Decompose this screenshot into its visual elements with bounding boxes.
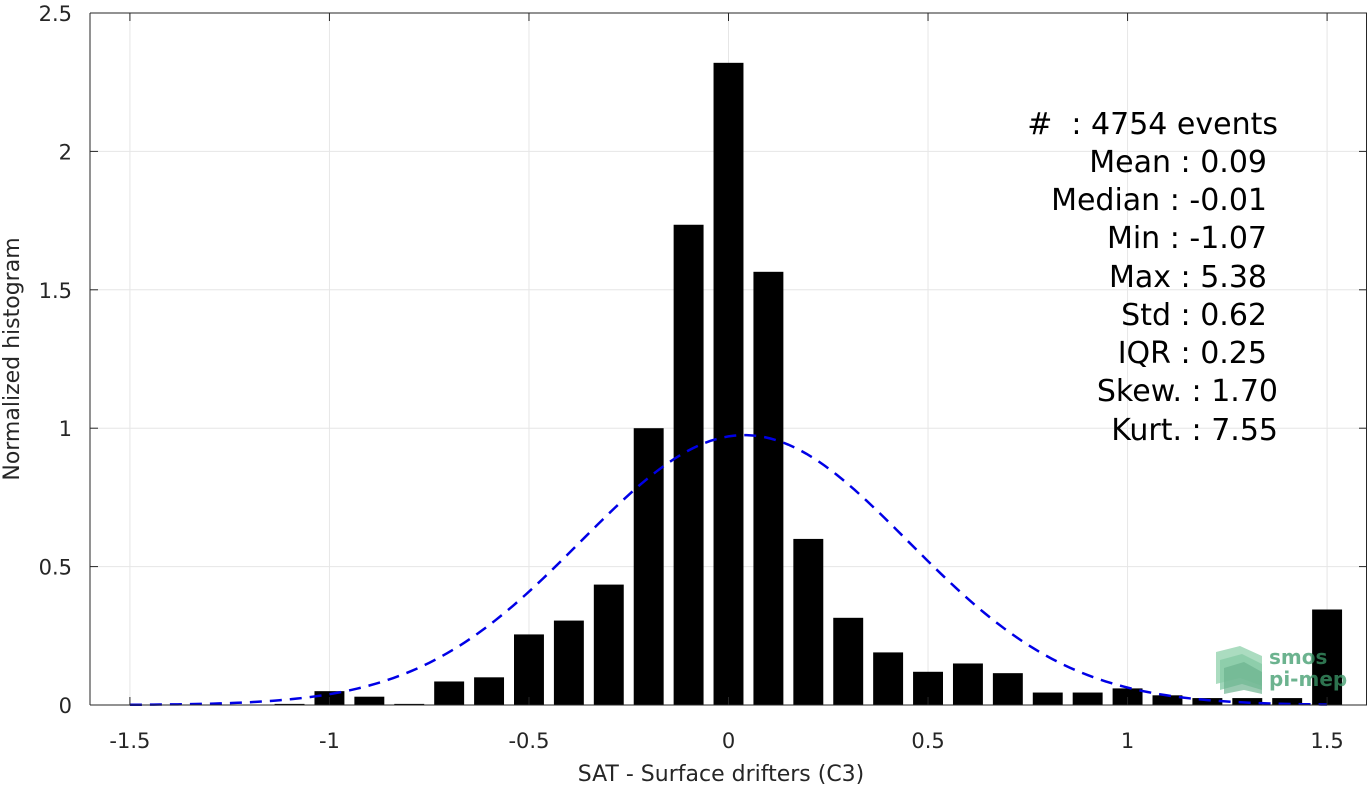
histogram-bar (992, 673, 1023, 705)
y-tick-label: 1.5 (39, 279, 72, 303)
y-tick-label: 1 (59, 417, 72, 441)
x-tick-label: 0.5 (911, 729, 944, 753)
histogram-bar (952, 663, 983, 705)
histogram-bar (274, 703, 305, 705)
stats-max: Max : 5.38 (1109, 260, 1267, 295)
stats-std: Std : 0.62 (1121, 298, 1267, 333)
stats-mean: Mean : 0.09 (1089, 145, 1267, 180)
y-tick-label: 0.5 (39, 556, 72, 580)
x-tick-label: 0 (722, 729, 735, 753)
histogram-bar (673, 224, 704, 705)
histogram-bar (753, 271, 784, 705)
fit-curve-layer (129, 433, 1328, 707)
x-tick-label: 1.5 (1310, 729, 1343, 753)
histogram-bar (1312, 609, 1343, 705)
histogram-bar (1152, 695, 1183, 705)
histogram-bar (434, 681, 465, 705)
histogram-bar (633, 428, 664, 705)
histogram-bar (1272, 698, 1303, 705)
histogram-bar (1112, 688, 1143, 705)
logo-line-1: smos (1269, 645, 1327, 669)
histogram-bar (793, 538, 824, 705)
x-axis-title: SAT - Surface drifters (C3) (578, 762, 865, 785)
y-axis-title: Normalized histogram (0, 237, 25, 480)
histogram-bar (394, 703, 425, 705)
wave-logo-icon (1216, 646, 1262, 694)
stats-events: # : 4754 events (1027, 107, 1278, 142)
histogram-bars (274, 62, 1343, 706)
histogram-bar (1032, 692, 1063, 705)
y-tick-label: 2 (59, 140, 72, 164)
normal-fit-curve (129, 433, 1328, 707)
stats-skew: Skew. : 1.70 (1097, 374, 1278, 409)
stats-median: Median : -0.01 (1051, 183, 1267, 218)
x-tick-label: 1 (1121, 729, 1134, 753)
histogram-bar (833, 617, 864, 705)
histogram-bar (1192, 698, 1223, 705)
histogram-bar (873, 652, 904, 705)
stats-annotation-box: # : 4754 events Mean : 0.09 Median : -0.… (1027, 107, 1278, 448)
histogram-bar (354, 696, 385, 705)
smos-pimep-logo: smos pi-mep (1216, 645, 1347, 694)
stats-kurt: Kurt. : 7.55 (1111, 413, 1278, 448)
histogram-bar (713, 62, 744, 706)
x-tick-label: -1.5 (109, 729, 150, 753)
histogram-bar (1072, 692, 1103, 705)
x-tick-label: -1 (319, 729, 340, 753)
logo-line-2: pi-mep (1269, 667, 1347, 691)
y-tick-label: 0 (59, 694, 72, 718)
tick-labels: -1.5 -1 -0.5 0 0.5 1 1.5 0 0.5 1 1.5 2 2.5 (39, 2, 1344, 753)
x-tick-label: -0.5 (508, 729, 549, 753)
histogram-bar (593, 584, 624, 705)
stats-iqr: IQR : 0.25 (1118, 336, 1267, 371)
histogram-bar (514, 634, 544, 705)
stats-min: Min : -1.07 (1107, 221, 1267, 256)
histogram-bar (553, 620, 584, 705)
histogram-bar (474, 677, 505, 705)
y-tick-label: 2.5 (39, 2, 72, 26)
